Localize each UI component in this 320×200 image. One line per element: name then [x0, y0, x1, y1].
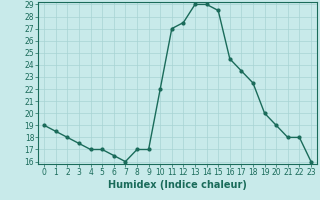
X-axis label: Humidex (Indice chaleur): Humidex (Indice chaleur): [108, 180, 247, 190]
